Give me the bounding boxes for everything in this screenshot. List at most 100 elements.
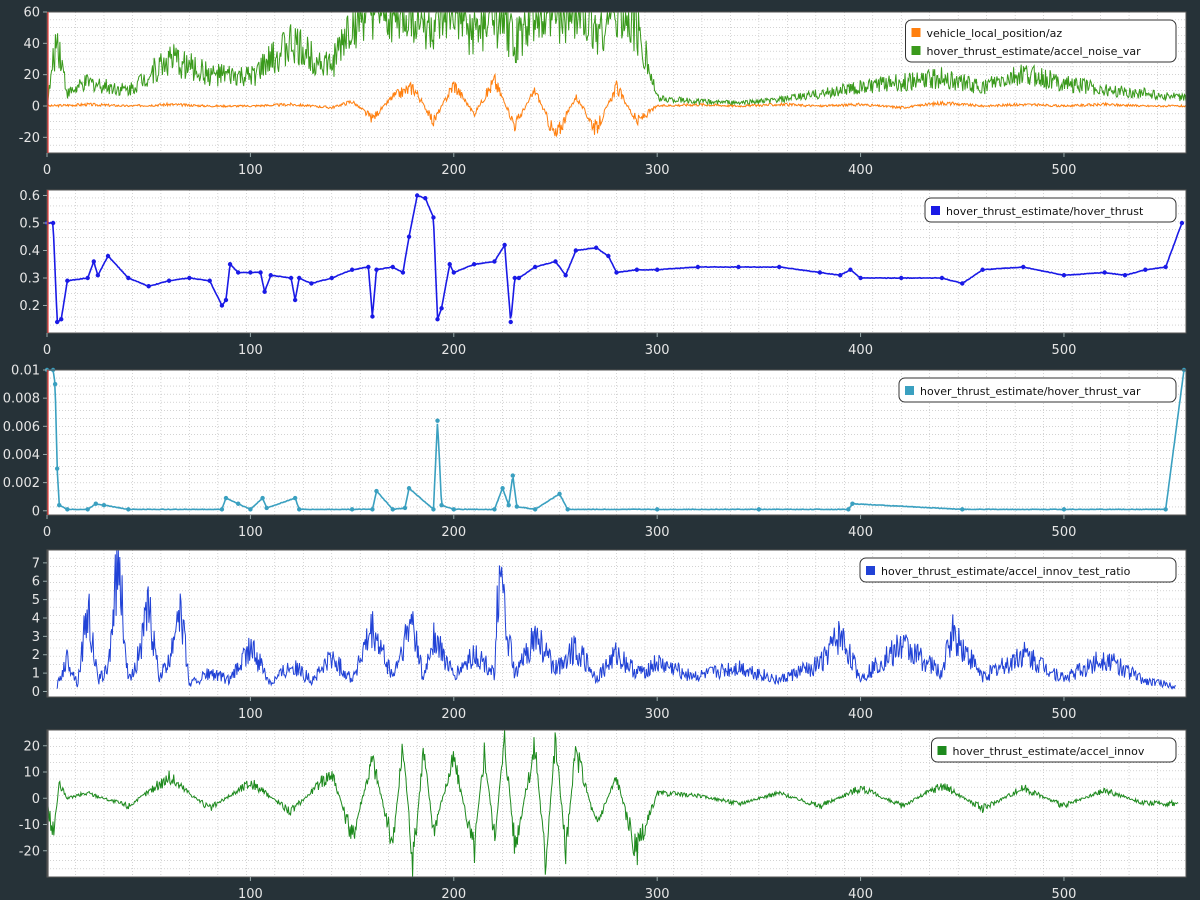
data-point <box>101 502 107 508</box>
legend-swatch <box>931 206 940 215</box>
data-point <box>93 501 99 506</box>
legend[interactable]: vehicle_local_position/az hover_thrust_es… <box>905 19 1177 63</box>
x-tick-label: 500 <box>1052 525 1077 540</box>
plot-panel-5[interactable]: 100 200 300 400 500 -20 -10 0 10 20 hover_thrust_e… <box>0 720 1200 900</box>
data-point <box>695 264 701 270</box>
data-point <box>451 507 456 512</box>
data-point <box>65 278 70 283</box>
data-point <box>54 466 60 471</box>
data-point <box>431 215 436 220</box>
data-point <box>166 278 172 283</box>
y-tick-label: 7 <box>32 556 40 571</box>
legend[interactable]: hover_thrust_estimate/accel_innov <box>931 737 1177 763</box>
data-point <box>939 275 945 281</box>
y-tick-label: 40 <box>23 37 40 52</box>
y-tick-label: 0.6 <box>19 189 40 204</box>
series-4-1 <box>56 549 1176 690</box>
y-tick-label: 10 <box>23 766 40 781</box>
data-point <box>817 270 823 275</box>
data-point <box>492 259 497 264</box>
x-tick-label: 100 <box>238 887 263 900</box>
legend-swatch <box>937 746 947 755</box>
data-point <box>50 220 56 226</box>
x-tick-label: 300 <box>645 707 670 720</box>
x-tick-label: 0 <box>43 525 51 540</box>
x-tick-label: 400 <box>848 525 873 540</box>
x-tick-label: 100 <box>238 343 263 358</box>
y-tick-label: 0.3 <box>19 272 40 287</box>
data-point <box>54 319 60 325</box>
series-5-1 <box>46 729 1179 878</box>
data-point <box>1163 507 1168 512</box>
y-tick-label: 4 <box>32 611 40 626</box>
data-point <box>374 488 379 494</box>
data-point <box>1143 267 1148 272</box>
legend-entry: vehicle_local_position/az <box>927 27 1063 40</box>
x-tick-label: 200 <box>441 525 466 540</box>
data-point <box>439 306 444 311</box>
y-tick-label: 0.004 <box>3 448 40 463</box>
data-point <box>1122 273 1128 278</box>
series-1-2 <box>46 10 1187 106</box>
legend-swatch <box>911 28 921 37</box>
plot-panel-3[interactable]: 0 100 200 300 400 500 0 0.002 0.004 0.006 0.008 0.0… <box>0 360 1200 540</box>
legend[interactable]: hover_thrust_estimate/hover_thrust <box>924 197 1177 223</box>
data-point <box>85 275 90 281</box>
data-point <box>374 267 379 272</box>
legend[interactable]: hover_thrust_estimate/accel_innov_test_r… <box>859 557 1177 583</box>
data-point <box>370 507 375 512</box>
data-point <box>406 486 412 491</box>
data-point <box>288 275 294 281</box>
x-tick-label: 100 <box>238 707 263 720</box>
x-tick-label: 200 <box>441 163 466 178</box>
data-point <box>126 275 131 281</box>
data-point <box>223 495 229 501</box>
data-point <box>838 273 843 278</box>
legend-entry: hover_thrust_estimate/hover_thrust_var <box>920 385 1141 398</box>
data-point <box>309 281 314 286</box>
data-point <box>390 264 395 270</box>
legend-entry: hover_thrust_estimate/hover_thrust <box>946 205 1144 218</box>
x-tick-label: 400 <box>848 707 873 720</box>
data-point <box>512 275 518 281</box>
data-point <box>435 418 440 423</box>
y-tick-label: 0.006 <box>3 420 40 435</box>
data-point <box>262 289 267 294</box>
data-point <box>606 253 611 259</box>
y-tick-label: 0.01 <box>11 364 40 379</box>
y-tick-label: 0.002 <box>3 476 40 491</box>
data-point <box>366 264 371 270</box>
data-point <box>406 234 412 239</box>
plot-panel-4[interactable]: 100 200 300 400 500 0 1 2 3 4 5 6 7 hover_thrust_esti… <box>0 540 1200 720</box>
data-point <box>858 275 863 281</box>
data-point <box>52 381 58 387</box>
x-tick-label: 400 <box>848 163 873 178</box>
x-tick-label: 200 <box>441 887 466 900</box>
data-point <box>390 507 395 512</box>
legend-entry: hover_thrust_estimate/accel_innov <box>953 745 1145 758</box>
y-tick-label: 0 <box>32 792 40 807</box>
data-point <box>349 507 355 512</box>
data-point <box>557 491 562 497</box>
plot-panel-2[interactable]: 0 100 200 300 400 500 0.2 0.3 0.4 0.5 0.6 hover_thr… <box>0 180 1200 360</box>
data-point <box>514 504 520 509</box>
y-tick-label: 0.4 <box>19 244 40 259</box>
data-point <box>980 267 985 272</box>
x-tick-label: 500 <box>1052 707 1077 720</box>
legend-swatch <box>866 566 875 575</box>
data-point <box>65 507 70 512</box>
data-point <box>960 507 965 512</box>
data-point <box>848 267 853 272</box>
data-point <box>508 319 513 325</box>
data-point <box>349 267 355 272</box>
legend[interactable]: hover_thrust_estimate/hover_thrust_var <box>898 377 1177 403</box>
series-1-1 <box>46 72 1187 138</box>
data-point <box>492 507 497 512</box>
data-point <box>1102 270 1107 275</box>
data-point <box>563 273 568 278</box>
data-point <box>235 501 241 506</box>
data-point <box>1179 220 1185 226</box>
y-tick-label: 0.2 <box>19 299 40 314</box>
data-point <box>297 275 302 281</box>
plot-panel-1[interactable]: 0 100 200 300 400 500 -20 0 20 40 60 vehicle_local_… <box>0 0 1200 180</box>
